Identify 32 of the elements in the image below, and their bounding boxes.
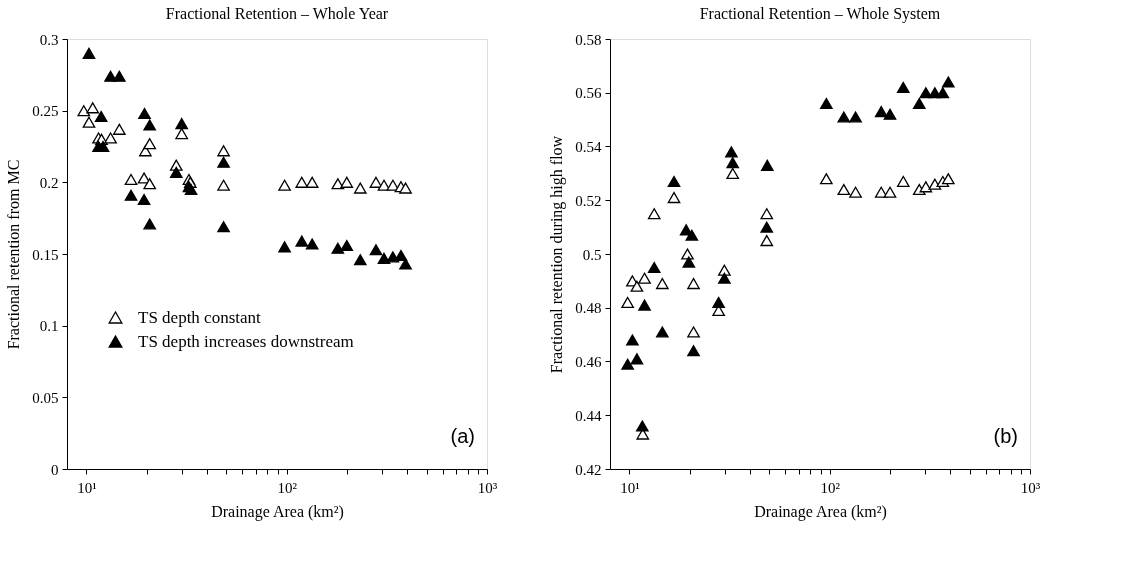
x-tick-label: 10² [820,479,841,496]
y-tick-label: 0.2 [39,174,59,191]
x-axis-title: Drainage Area (km²) [211,502,344,521]
chart-title: Fractional Retention – Whole System [699,5,941,23]
annotation: (b) [993,425,1018,447]
y-tick-label: 0.58 [575,31,602,48]
y-tick-label: 0.46 [575,354,602,370]
y-tick-label: 0 [51,461,59,478]
y-tick-label: 0.44 [575,407,602,424]
y-tick-label: 0.1 [39,318,59,335]
annotation: (a) [450,425,475,447]
y-tick-label: 0.25 [32,103,59,120]
y-tick-label: 0.48 [575,300,602,317]
x-tick-label: 10³ [477,479,498,496]
y-tick-label: 0.56 [575,85,602,102]
y-tick-label: 0.5 [582,246,602,263]
x-tick-label: 10³ [1020,479,1041,496]
legend-label: TS depth constant [138,307,262,327]
y-tick-label: 0.52 [575,192,602,209]
y-tick-label: 0.3 [39,31,59,48]
y-tick-label: 0.42 [575,461,602,478]
chart-title: Fractional Retention – Whole Year [165,5,389,22]
y-axis-title: Fractional retention from MC [5,159,23,350]
x-tick-label: 10¹ [77,479,97,496]
y-tick-label: 0.05 [32,389,59,406]
y-tick-label: 0.54 [575,139,602,155]
x-axis-title: Drainage Area (km²) [754,502,887,521]
y-axis-title: Fractional retention during high flow [548,135,567,374]
y-tick-label: 0.15 [32,246,59,263]
legend-label: TS depth increases downstream [138,331,354,351]
x-tick-label: 10¹ [620,479,640,496]
x-tick-label: 10² [277,479,298,496]
